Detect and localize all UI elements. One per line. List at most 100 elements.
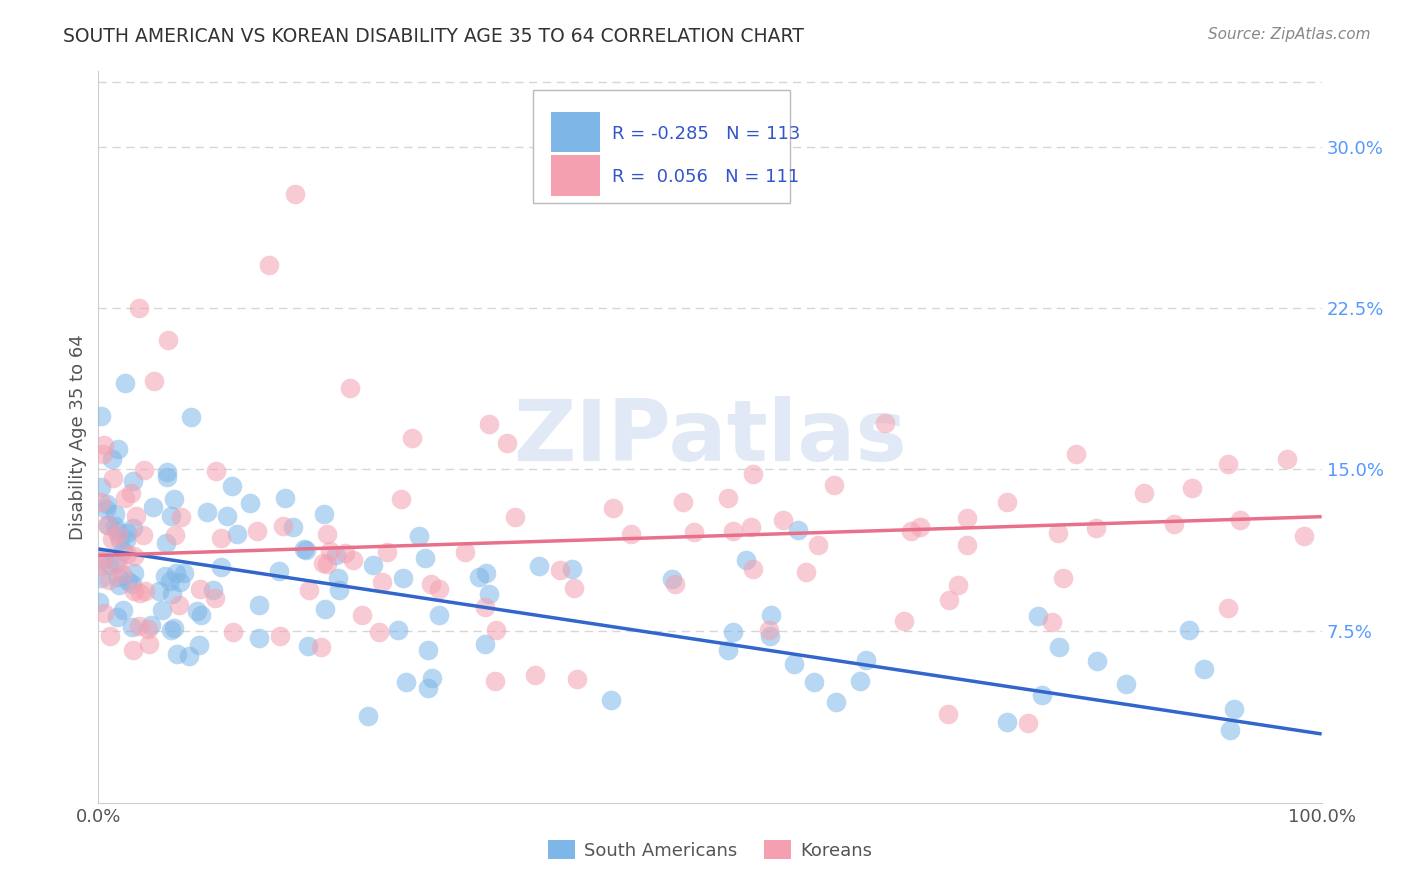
Point xyxy=(600,692,623,706)
Point xyxy=(96,502,118,516)
Point xyxy=(475,566,498,581)
Point xyxy=(1275,452,1298,467)
Point xyxy=(121,620,143,634)
Point xyxy=(1194,662,1216,676)
Point xyxy=(139,617,162,632)
Point xyxy=(96,497,118,511)
Point xyxy=(195,505,218,519)
Point xyxy=(312,556,335,570)
Point xyxy=(1177,623,1199,637)
Point xyxy=(496,435,519,450)
Point xyxy=(1052,571,1074,585)
Point xyxy=(128,586,150,600)
Point xyxy=(90,409,112,423)
Point xyxy=(163,621,186,635)
Point xyxy=(420,671,443,685)
Point xyxy=(90,571,112,585)
Point xyxy=(124,508,146,523)
Point xyxy=(1229,513,1251,527)
Point xyxy=(1180,481,1202,495)
Point xyxy=(165,527,187,541)
Point xyxy=(187,638,209,652)
Point xyxy=(148,584,170,599)
Point xyxy=(205,464,228,478)
Point xyxy=(368,624,391,639)
Point xyxy=(247,631,270,645)
Point xyxy=(238,495,260,509)
Point xyxy=(761,607,783,622)
Point xyxy=(225,526,247,541)
Point xyxy=(134,583,156,598)
FancyBboxPatch shape xyxy=(533,90,790,203)
Point xyxy=(180,410,202,425)
Point xyxy=(297,639,319,653)
Point xyxy=(938,593,960,607)
Point xyxy=(548,563,571,577)
Point xyxy=(155,536,177,550)
Point xyxy=(995,715,1018,730)
Point xyxy=(284,186,307,201)
Point xyxy=(1163,517,1185,532)
Point xyxy=(408,529,430,543)
Text: SOUTH AMERICAN VS KOREAN DISABILITY AGE 35 TO 64 CORRELATION CHART: SOUTH AMERICAN VS KOREAN DISABILITY AGE … xyxy=(63,27,804,45)
Point xyxy=(1115,677,1137,691)
Point xyxy=(716,491,738,505)
Point xyxy=(136,622,159,636)
Point xyxy=(1133,485,1156,500)
Point xyxy=(742,467,765,482)
Point xyxy=(758,624,780,638)
Point xyxy=(956,538,979,552)
Point xyxy=(98,574,121,588)
Point xyxy=(742,561,765,575)
Point xyxy=(1042,615,1064,629)
Point xyxy=(333,546,356,560)
Point xyxy=(104,518,127,533)
Point xyxy=(395,674,418,689)
Point xyxy=(807,538,830,552)
Point xyxy=(721,625,744,640)
Point xyxy=(179,648,201,663)
Point xyxy=(721,524,744,538)
FancyBboxPatch shape xyxy=(551,112,600,152)
Point xyxy=(1216,600,1239,615)
Point xyxy=(186,604,208,618)
Point xyxy=(484,673,506,688)
Point xyxy=(561,562,583,576)
Point xyxy=(115,525,138,540)
Point xyxy=(121,521,143,535)
Point xyxy=(855,653,877,667)
Point xyxy=(1085,654,1108,668)
Point xyxy=(163,492,186,507)
Point xyxy=(160,623,183,637)
Point xyxy=(122,475,145,489)
Point xyxy=(474,637,496,651)
Point xyxy=(325,548,347,562)
Point xyxy=(267,564,290,578)
Point xyxy=(503,509,526,524)
Point xyxy=(602,500,624,515)
Point xyxy=(1031,688,1053,702)
Point xyxy=(474,600,496,615)
Point xyxy=(111,603,134,617)
Point xyxy=(155,569,177,583)
Point xyxy=(112,543,135,558)
Point xyxy=(717,642,740,657)
Point xyxy=(875,417,897,431)
Point xyxy=(485,623,508,637)
Point xyxy=(956,511,979,525)
Point xyxy=(107,578,129,592)
Point xyxy=(117,574,139,589)
Point xyxy=(936,707,959,722)
Point xyxy=(295,543,318,558)
Point xyxy=(342,552,364,566)
Point xyxy=(271,519,294,533)
Text: R =  0.056   N = 111: R = 0.056 N = 111 xyxy=(612,169,800,186)
Point xyxy=(132,528,155,542)
Point xyxy=(150,603,173,617)
Point xyxy=(900,524,922,538)
Point xyxy=(93,447,115,461)
Point xyxy=(169,574,191,589)
Point xyxy=(1216,457,1239,471)
Point xyxy=(283,520,305,534)
Point xyxy=(90,495,112,509)
